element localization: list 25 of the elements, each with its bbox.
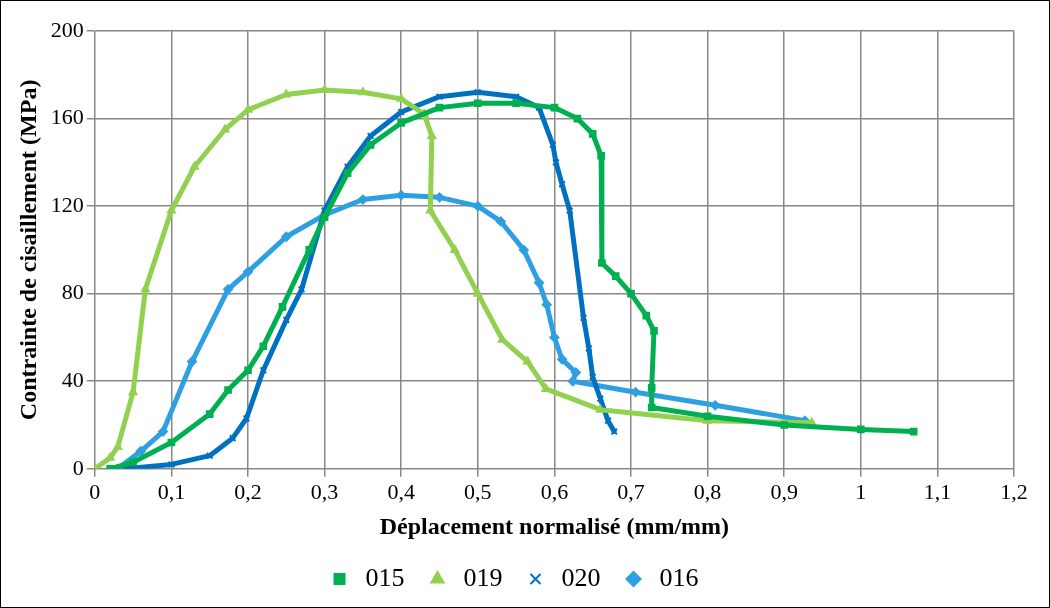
y-tick-label: 200	[50, 16, 84, 42]
x-tick-label: 0,4	[387, 478, 415, 504]
x-tick-label: 1	[855, 478, 867, 504]
x-tick-label: 1,1	[923, 478, 952, 504]
x-tick-label: 0,5	[464, 478, 492, 504]
x-tick-label: 0,6	[540, 478, 569, 504]
x-tick-label: 0,7	[617, 478, 645, 504]
y-tick-label: 160	[50, 104, 84, 130]
legend-label: 019	[463, 562, 503, 592]
x-tick-label: 0,2	[234, 478, 262, 504]
y-tick-label: 80	[61, 279, 84, 305]
y-tick-label: 120	[50, 191, 84, 217]
x-tick-label: 0,3	[310, 478, 339, 504]
x-tick-label: 0,8	[693, 478, 722, 504]
x-tick-label: 0	[89, 478, 101, 504]
x-tick-label: 0,1	[157, 478, 186, 504]
legend-label: 020	[561, 562, 601, 592]
x-tick-label: 1,2	[1000, 478, 1028, 504]
y-axis-title: Contrainte de cisaillement (MPa)	[14, 79, 41, 421]
legend-label: 016	[659, 562, 699, 592]
y-tick-label: 0	[72, 454, 84, 480]
legend-label: 015	[365, 562, 405, 592]
x-axis-title: Déplacement normalisé (mm/mm)	[379, 512, 730, 539]
y-tick-label: 40	[61, 367, 84, 393]
x-tick-label: 0,9	[770, 478, 798, 504]
